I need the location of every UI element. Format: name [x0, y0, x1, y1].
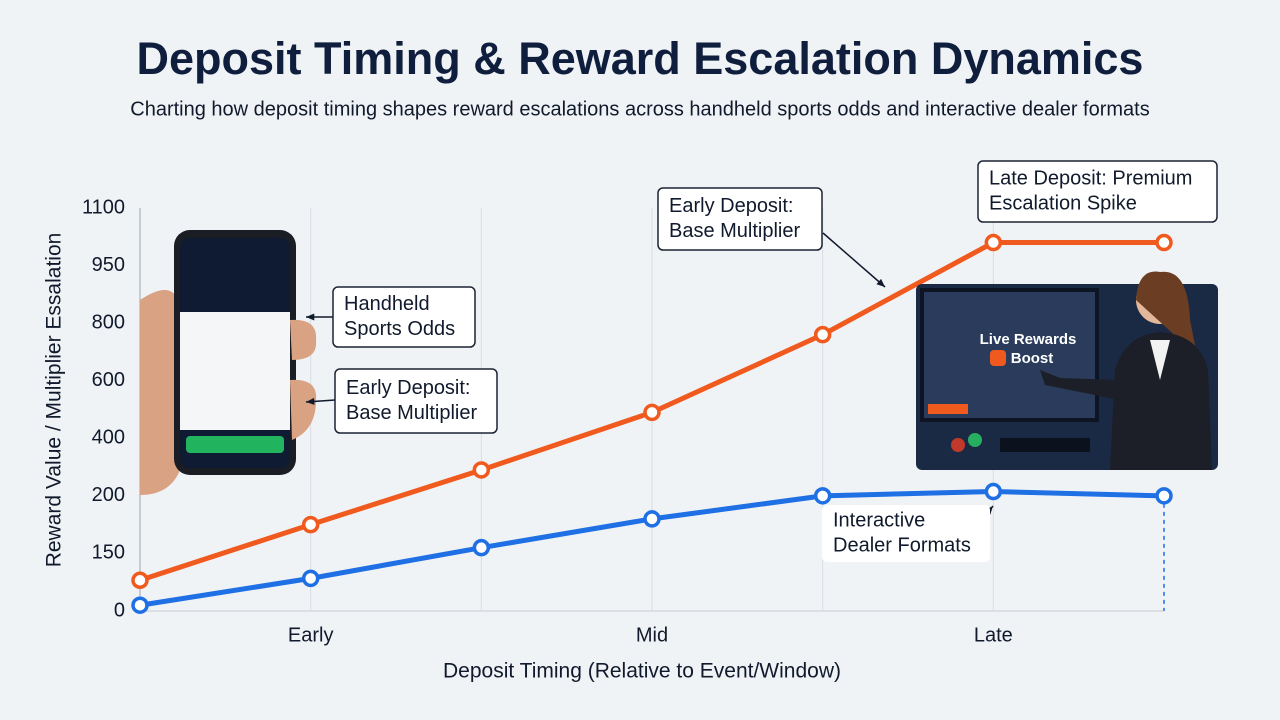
callout-text: Interactive [833, 509, 925, 531]
y-tick-label: 950 [92, 254, 125, 276]
annotations: Handheld Sports Odds Early Deposit: Base Mu… [305, 160, 1218, 562]
keyboard [1000, 438, 1090, 452]
callout-text: Handheld [344, 293, 430, 315]
fingers [290, 319, 317, 440]
series-marker [643, 403, 661, 422]
series-marker [984, 482, 1003, 501]
y-tick-label: 150 [92, 542, 125, 564]
callout-box [332, 286, 476, 348]
hand [140, 290, 180, 495]
callout-text: Sports Odds [344, 318, 455, 340]
series-marker [131, 596, 149, 614]
callout-text: Early Deposit: [346, 377, 471, 399]
dealer-illustration: Live Rewards Boost [916, 271, 1218, 470]
y-tick-label: 0 [114, 599, 125, 621]
callout-text: Base Multiplier [669, 220, 801, 242]
x-tick-label: Early [288, 624, 334, 646]
callout-box [822, 505, 990, 562]
series-marker [1155, 233, 1173, 252]
chart-subtitle: Charting how deposit timing shapes rewar… [130, 98, 1149, 120]
y-tick-label: 1100 [82, 196, 125, 218]
y-tick-label: 400 [92, 427, 125, 449]
phone-illustration [140, 230, 317, 495]
callout-text: Early Deposit: [669, 195, 794, 217]
phone-button [186, 436, 284, 453]
callout-box [334, 368, 498, 434]
series-marker [301, 569, 320, 588]
phone-list [180, 312, 290, 430]
series-marker [643, 510, 661, 528]
callout-text: Dealer Formats [833, 534, 971, 556]
dealer-shirt [1150, 340, 1170, 380]
series-marker [1155, 487, 1173, 505]
callout-text: Base Multiplier [346, 402, 478, 424]
x-tick-label: Mid [636, 624, 668, 646]
arrow-head [306, 397, 315, 405]
x-axis-label: Deposit Timing (Relative to Event/Window… [443, 660, 841, 683]
screen-label: Live Rewards [980, 331, 1077, 348]
arrow-head [306, 313, 315, 321]
series-marker [984, 233, 1003, 252]
chips [968, 433, 982, 447]
series-marker [472, 538, 491, 557]
chips [951, 438, 965, 452]
series-marker [813, 325, 832, 344]
dealer-body [1110, 332, 1212, 470]
callout-arrow [822, 232, 886, 288]
arrow-head [876, 278, 885, 287]
callout-text: Escalation Spike [989, 192, 1137, 214]
boost-icon [990, 350, 1006, 366]
dealer-arm [1040, 370, 1120, 400]
callout-text: Late Deposit: Premium [989, 167, 1192, 189]
screen-label: Boost [1011, 350, 1054, 367]
monitor-button [928, 404, 968, 414]
y-tick-label: 800 [92, 311, 125, 333]
y-tick-label: 600 [92, 369, 125, 391]
callout-box [977, 160, 1218, 223]
series-marker [301, 515, 320, 534]
x-tick-label: Late [974, 624, 1013, 646]
series-marker [813, 487, 832, 505]
chart-title: Deposit Timing & Reward Escalation Dynam… [137, 33, 1144, 84]
y-axis-label: Reward Value / Multiplier Essalation [43, 233, 66, 568]
monitor [920, 288, 1099, 422]
series-marker [472, 461, 491, 479]
y-tick-label: 200 [92, 484, 125, 506]
series-marker [131, 571, 149, 590]
callout-box [657, 187, 823, 251]
